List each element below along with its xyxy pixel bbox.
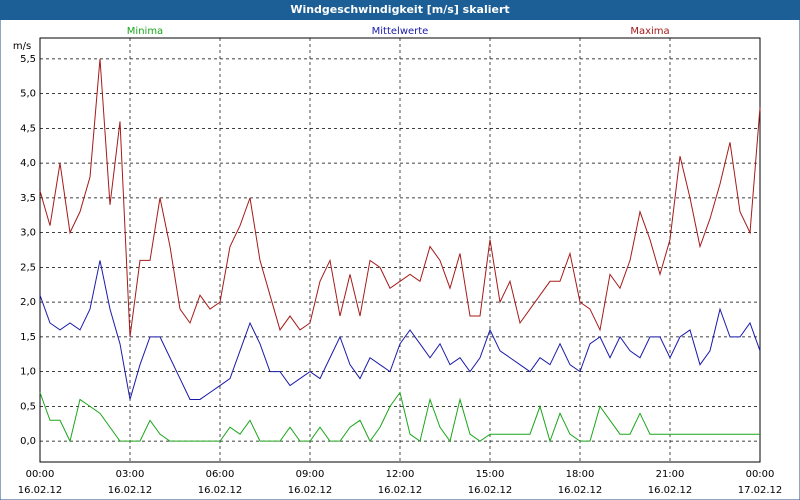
x-tick-date: 16.02.12	[558, 485, 603, 496]
y-tick-label: 5,0	[20, 89, 36, 100]
y-tick-label: 2,0	[20, 297, 36, 308]
y-tick-label: 1,5	[20, 332, 36, 343]
y-tick-label: 4,5	[20, 123, 36, 134]
chart-title: Windgeschwindigkeit [m/s] skaliert	[290, 3, 509, 16]
y-tick-label: 3,0	[20, 228, 36, 239]
x-tick-date: 16.02.12	[18, 485, 63, 496]
x-tick-date: 16.02.12	[108, 485, 153, 496]
x-tick-label: 15:00	[476, 469, 505, 480]
y-tick-label: 2,5	[20, 262, 36, 273]
y-tick-label: 5,5	[20, 54, 36, 65]
y-tick-label: 0,5	[20, 401, 36, 412]
series-line	[39, 391, 760, 443]
title-bar	[0, 0, 800, 20]
x-tick-label: 18:00	[566, 469, 595, 480]
x-tick-date: 16.02.12	[648, 485, 693, 496]
x-tick-label: 12:00	[386, 469, 415, 480]
x-tick-label: 00:00	[746, 469, 775, 480]
x-tick-label: 03:00	[116, 469, 145, 480]
y-tick-label: 0,0	[20, 436, 36, 447]
x-tick-date: 17.02.12	[738, 485, 783, 496]
y-tick-label: 4,0	[20, 158, 36, 169]
x-tick-date: 16.02.12	[378, 485, 423, 496]
x-tick-date: 16.02.12	[198, 485, 243, 496]
y-axis-label: m/s	[13, 41, 31, 52]
series-line	[39, 58, 761, 337]
x-tick-label: 21:00	[656, 469, 685, 480]
x-tick-label: 00:00	[26, 469, 55, 480]
x-tick-label: 06:00	[206, 469, 235, 480]
legend-entry: Maxima	[630, 26, 669, 37]
x-tick-label: 09:00	[296, 469, 325, 480]
y-tick-label: 3,5	[20, 193, 36, 204]
x-tick-date: 16.02.12	[468, 485, 513, 496]
x-tick-date: 16.02.12	[288, 485, 333, 496]
y-tick-label: 1,0	[20, 367, 36, 378]
legend-entry: Mittelwerte	[372, 26, 429, 37]
legend-entry: Minima	[127, 26, 163, 37]
series-line	[39, 260, 761, 400]
